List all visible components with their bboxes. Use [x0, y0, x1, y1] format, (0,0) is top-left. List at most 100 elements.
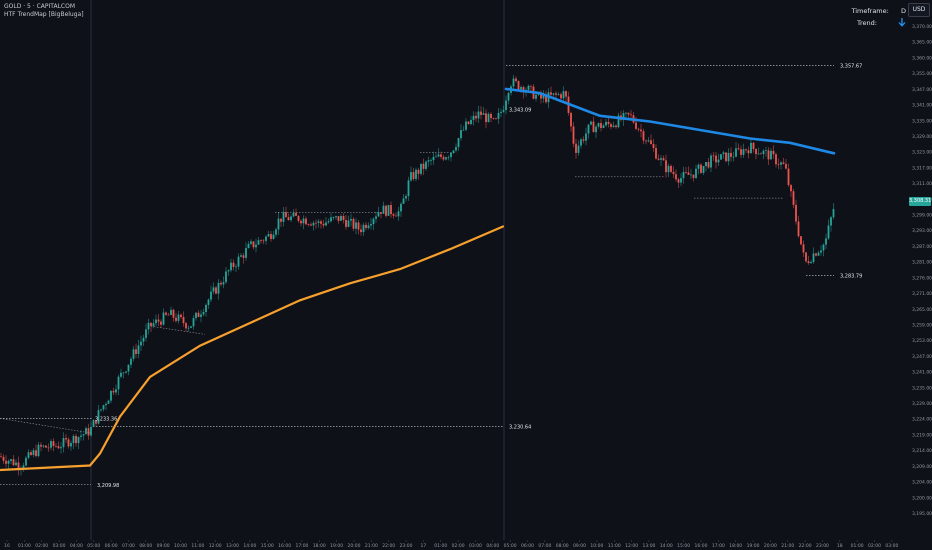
candle-body — [145, 329, 147, 338]
candle-body — [545, 95, 547, 103]
candle-body — [287, 217, 290, 221]
timeframe-row: Timeframe: D — [851, 7, 906, 15]
candle-body — [70, 443, 72, 447]
candle-body — [60, 447, 62, 449]
candle-body — [762, 150, 765, 155]
candle-body — [217, 282, 220, 294]
candle-body — [690, 174, 692, 176]
candle-body — [605, 121, 607, 126]
candle-body — [740, 149, 742, 155]
x-tick-label: 20:00 — [764, 543, 777, 549]
candle-body — [80, 435, 82, 437]
candle-body — [635, 122, 637, 129]
candle-body — [262, 240, 265, 242]
y-tick-label: 3,265.00 — [912, 307, 932, 313]
x-tick-label: 09:00 — [157, 543, 170, 549]
candle-body — [572, 126, 575, 144]
candle-body — [52, 441, 55, 446]
x-tick-label: 03:00 — [885, 543, 898, 549]
candle-body — [180, 314, 182, 317]
range-line — [0, 418, 92, 434]
x-tick-label: 01:00 — [18, 543, 31, 549]
x-tick-label: 15:00 — [261, 543, 274, 549]
x-tick-label: 17:00 — [295, 543, 308, 549]
candle-body — [585, 133, 587, 141]
candle-body — [285, 212, 287, 218]
candle-body — [712, 155, 715, 157]
candle-body — [662, 158, 665, 161]
candle-body — [355, 222, 357, 229]
candle-body — [640, 129, 642, 132]
candle-body — [157, 319, 160, 322]
candle-body — [647, 140, 650, 142]
indicator-title[interactable]: HTF TrendMap [BigBeluga] — [4, 11, 84, 18]
candle-body — [245, 248, 247, 258]
candle-body — [247, 243, 250, 249]
candle-body — [97, 410, 100, 424]
candle-body — [185, 323, 187, 329]
candle-body — [382, 205, 385, 214]
candle-body — [787, 168, 790, 186]
candle-body — [765, 150, 767, 152]
candle-body — [267, 234, 270, 237]
candle-body — [655, 148, 657, 159]
candle-body — [590, 121, 592, 125]
x-tick-label: 12:00 — [209, 543, 222, 549]
symbol-title[interactable]: GOLD · 5 · CAPITALCOM — [4, 3, 76, 10]
candle-body — [47, 447, 50, 449]
candle-body — [45, 445, 47, 448]
candle-body — [410, 172, 412, 181]
currency-button[interactable]: USD — [908, 3, 930, 17]
candle-body — [90, 427, 92, 436]
candle-body — [645, 140, 647, 142]
candle-body — [252, 241, 255, 248]
candle-body — [95, 420, 97, 424]
candle-body — [702, 166, 705, 173]
candle-body — [675, 174, 677, 180]
candle-body — [92, 420, 95, 428]
current-price-tag: 3,308.31 — [909, 197, 932, 206]
trend-row: Trend: — [857, 19, 877, 27]
candle-body — [140, 341, 142, 346]
x-tick-label: 08:00 — [556, 543, 569, 549]
candle-body — [322, 223, 325, 226]
x-tick-label: 16 — [4, 543, 10, 549]
candle-body — [177, 314, 180, 321]
x-tick-label: 22:00 — [799, 543, 812, 549]
candle-body — [667, 165, 670, 173]
price-axis[interactable]: 3,370.00 3,365.00 3,360.00 3,355.00 3,347.00… — [912, 24, 932, 517]
candle-body — [792, 191, 795, 205]
session-dividers — [90, 0, 505, 540]
candle-body — [135, 349, 137, 354]
candle-body — [232, 262, 235, 267]
candle-body — [505, 100, 507, 111]
candle-body — [402, 198, 405, 204]
y-tick-label: 3,355.00 — [912, 71, 932, 77]
y-tick-label: 3,259.00 — [912, 322, 932, 328]
candle-body — [822, 244, 825, 251]
x-tick-label: 05:00 — [504, 543, 517, 549]
candle-body — [257, 240, 260, 245]
time-axis[interactable]: 16 01:00 02:00 03:00 04:00 05:00 06:00 07:00 08:… — [4, 543, 898, 549]
x-tick-label: 17 — [421, 543, 427, 549]
candle-body — [290, 216, 292, 221]
candle-body — [2, 456, 5, 461]
candle-body — [612, 125, 615, 127]
candle-body — [175, 317, 177, 321]
candle-body — [575, 143, 577, 153]
x-tick-label: 02:00 — [452, 543, 465, 549]
candle-body — [380, 212, 382, 214]
candle-body — [210, 291, 212, 300]
candle-body — [162, 312, 165, 325]
candle-body — [527, 85, 530, 90]
candle-body — [607, 121, 610, 125]
candle-body — [420, 163, 422, 174]
y-tick-label: 3,271.00 — [912, 291, 932, 297]
candle-body — [672, 171, 675, 175]
candle-body — [65, 438, 67, 440]
candle-body — [222, 282, 225, 285]
candle-body — [340, 215, 342, 221]
candle-body — [417, 169, 420, 174]
candle-body — [467, 121, 470, 125]
